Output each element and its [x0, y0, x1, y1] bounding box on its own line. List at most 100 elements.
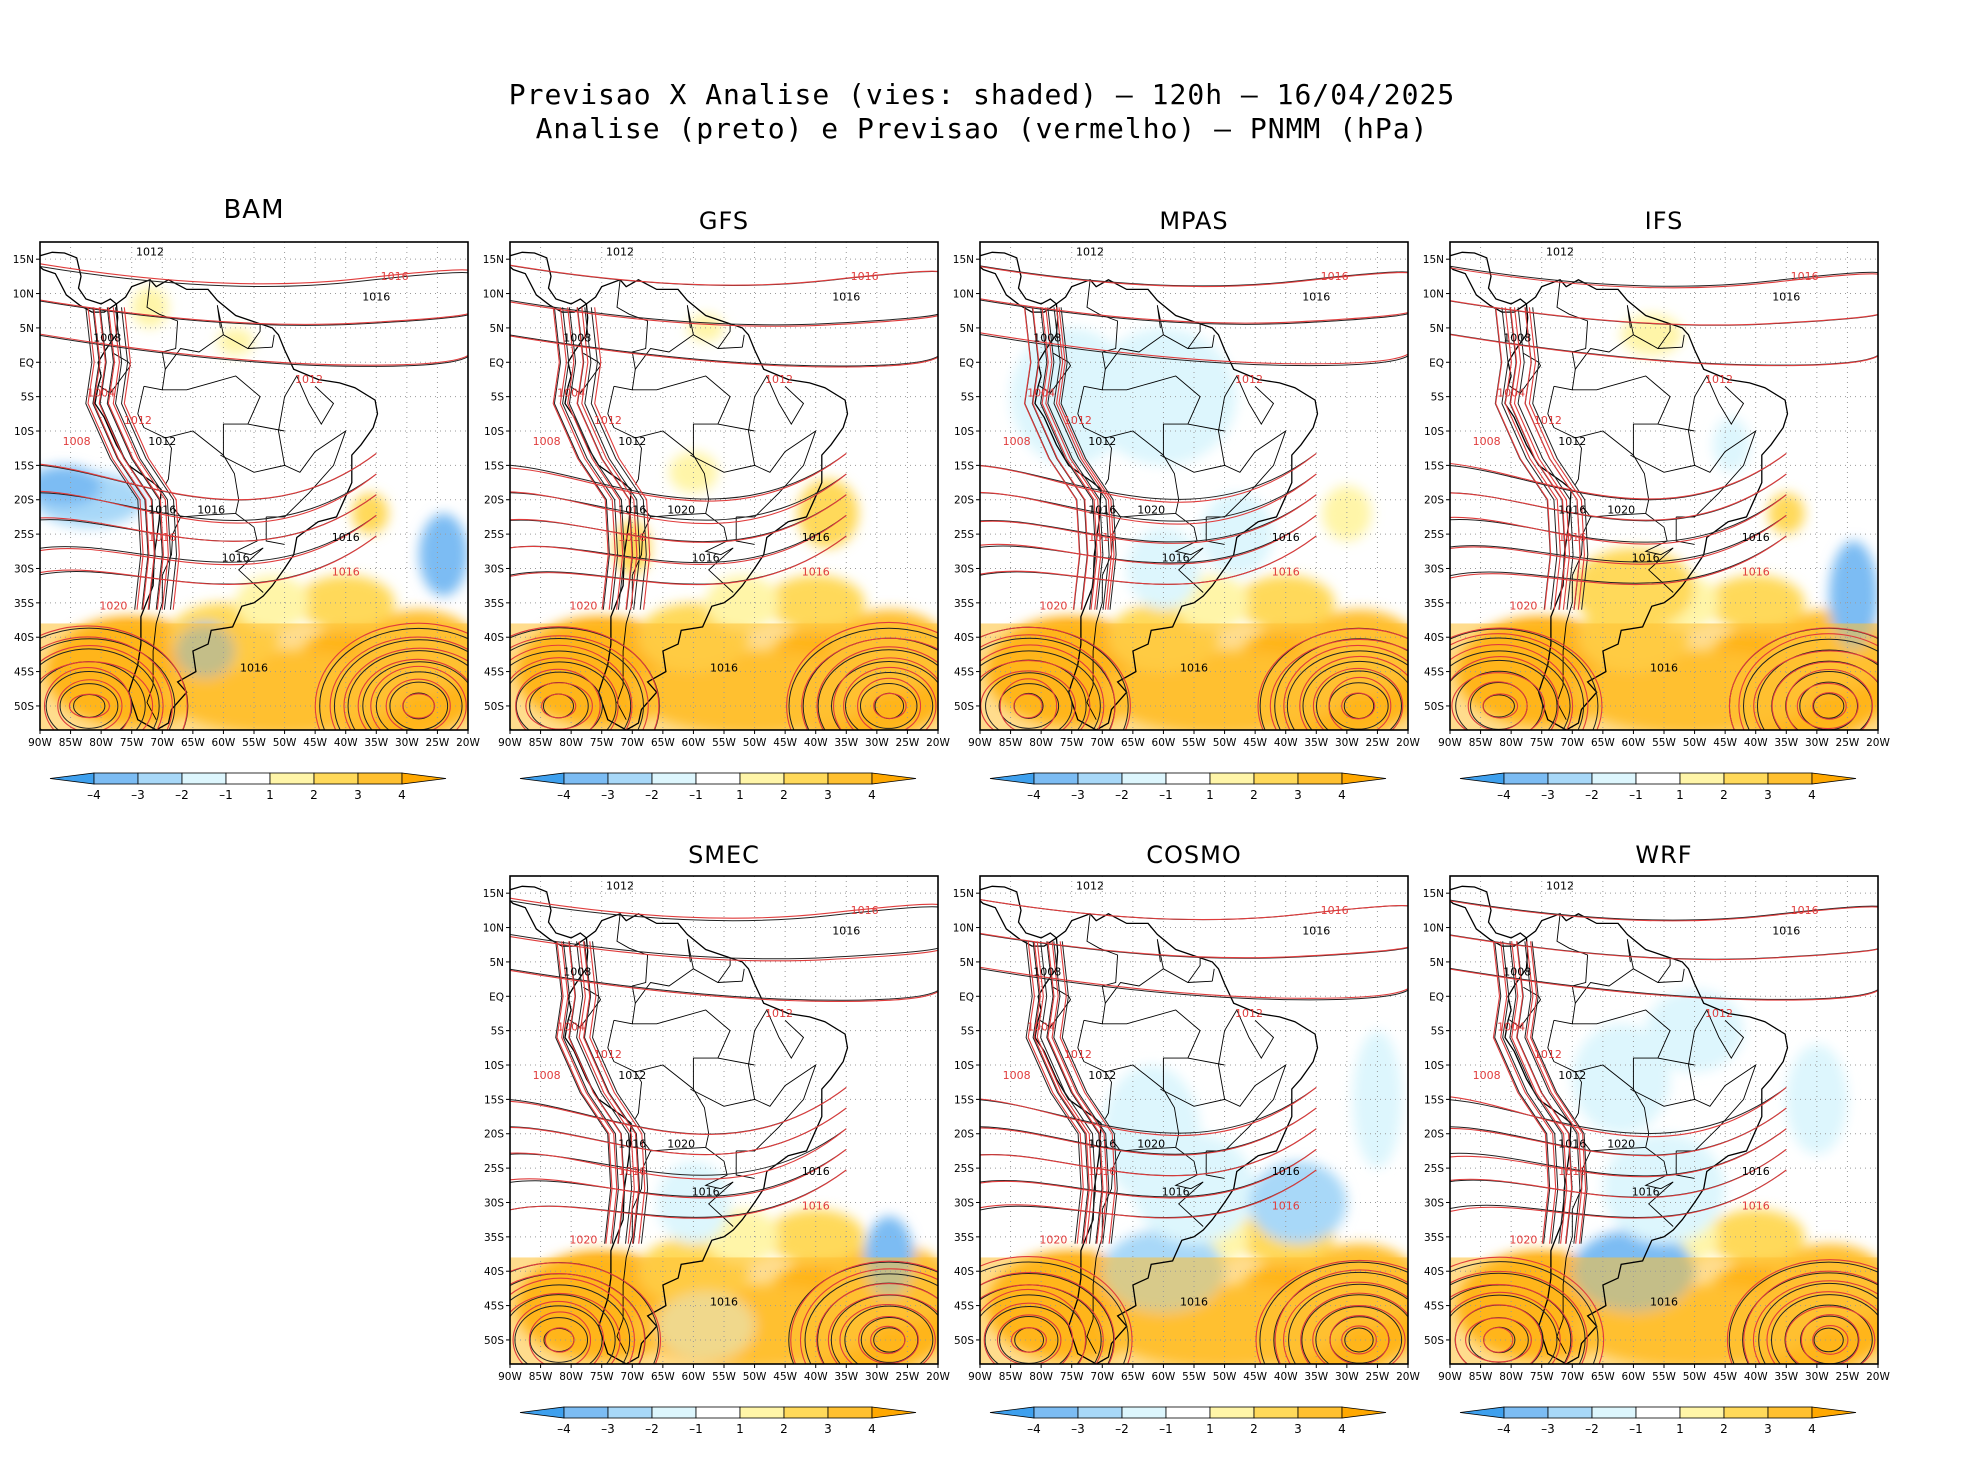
country-border	[143, 334, 273, 391]
country-border	[1086, 1150, 1122, 1354]
longitude-tick-label: 40W	[334, 737, 358, 749]
longitude-tick-label: 25W	[1836, 1371, 1860, 1383]
isobar-label-analysis: 1016	[1558, 503, 1586, 516]
colorbar: –4 –3 –2 –1 1 2 3 4	[1459, 772, 1857, 802]
isobar-label-analysis: 1012	[618, 1069, 646, 1082]
isobar-label-forecast: 1020	[569, 1234, 597, 1247]
colorbar: –4 –3 –2 –1 1 2 3 4	[989, 1406, 1387, 1436]
isobar-label-analysis: 1016	[332, 531, 360, 544]
isobar-label-forecast: 1020	[1039, 1234, 1067, 1247]
isobar-label-forecast: 1004	[1497, 1021, 1525, 1034]
colorbar-tick-label: 3	[824, 1422, 832, 1436]
longitude-tick-label: 90W	[1438, 737, 1462, 749]
isobar-label-forecast: 1016	[381, 270, 409, 283]
longitude-tick-label: 35W	[834, 737, 858, 749]
colorbar-tick-label: 1	[736, 788, 744, 802]
latitude-tick-label: 15N	[1423, 888, 1444, 900]
colorbar-tick-label: 2	[780, 1422, 788, 1436]
country-border	[1681, 334, 1685, 348]
isobar-label-analysis: 1016	[197, 503, 225, 516]
isobar-label-forecast: 1008	[1473, 1069, 1501, 1082]
isobar-label-forecast: 1016	[1088, 1165, 1116, 1178]
latitude-tick-label: 20S	[14, 495, 34, 507]
figure-title-line1: Previsao X Analise (vies: shaded) – 120h…	[508, 78, 1456, 111]
longitude-tick-label: 40W	[804, 1371, 828, 1383]
longitude-tick-label: 80W	[1029, 737, 1053, 749]
isobar-label-forecast: 1016	[332, 565, 360, 578]
colorbar-tick-label: –2	[645, 1422, 659, 1436]
longitude-tick-label: 40W	[1744, 1371, 1768, 1383]
longitude-tick-label: 80W	[559, 1371, 583, 1383]
longitude-tick-label: 20W	[1866, 737, 1890, 749]
colorbar-tick-label: 1	[1206, 1422, 1214, 1436]
country-border	[1509, 986, 1542, 1028]
country-border	[717, 958, 731, 983]
latitude-tick-label: 30S	[1424, 563, 1444, 575]
isobars-forecast	[980, 265, 1408, 730]
isobars-analysis	[980, 265, 1408, 730]
isobar-label-analysis: 1012	[1546, 246, 1574, 259]
longitude-tick-label: 70W	[150, 737, 174, 749]
latitude-tick-label: 5S	[1431, 1026, 1445, 1038]
colorbar-tick-label: –4	[1497, 1422, 1511, 1436]
longitude-tick-label: 55W	[1652, 737, 1676, 749]
isobars-forecast	[1450, 900, 1878, 1364]
country-border	[247, 423, 285, 432]
isobar-label-forecast: 1012	[1064, 1048, 1092, 1061]
latitude-tick-label: 35S	[954, 1232, 974, 1244]
colorbar-tick-label: 4	[868, 788, 876, 802]
bias-shade-area	[1786, 1044, 1848, 1155]
longitude-tick-label: 35W	[1304, 737, 1328, 749]
country-border	[1039, 986, 1072, 1028]
isobar-label-analysis: 1016	[1772, 290, 1800, 303]
latitude-tick-label: 15S	[1424, 460, 1444, 472]
isobar-label-analysis: 1012	[1558, 435, 1586, 448]
latitude-tick-label: 50S	[1424, 701, 1444, 713]
isobar-label-forecast: 1004	[1497, 387, 1525, 400]
longitude-tick-label: 90W	[28, 737, 52, 749]
country-border	[1086, 516, 1122, 720]
country-border	[1553, 968, 1683, 1025]
latitude-tick-label: EQ	[1429, 357, 1444, 369]
isobar-label-analysis: 1016	[1558, 1137, 1586, 1150]
isobar-label-analysis: 1016	[1650, 1296, 1678, 1309]
longitude-tick-label: 45W	[1243, 1371, 1267, 1383]
map-plot: 1012 1016 1008 1012 1016 1016 1016 1016 1016 1016…	[13, 241, 480, 802]
longitude-tick-label: 50W	[743, 1371, 767, 1383]
isobar-label-forecast: 1016	[851, 270, 879, 283]
longitude-tick-label: 75W	[590, 1371, 614, 1383]
latitude-tick-label: 25S	[14, 529, 34, 541]
longitude-tick-label: 65W	[651, 737, 675, 749]
isobar-label-analysis: 1008	[1503, 966, 1531, 979]
latitude-tick-label: 15N	[13, 254, 34, 266]
colorbar-tick-label: 3	[824, 788, 832, 802]
country-border	[616, 1150, 652, 1354]
coastline-central-america	[40, 251, 118, 313]
longitude-tick-label: 70W	[1090, 1371, 1114, 1383]
country-border	[265, 516, 285, 545]
isobar-label-forecast: 1008	[1473, 435, 1501, 448]
isobar-label-analysis: 1016	[222, 552, 250, 565]
colorbar-tick-label: 1	[1676, 788, 1684, 802]
map-plot: 1012 1016 1008 1012 1016 1016 1016 1016 1020 1016…	[483, 875, 950, 1436]
colorbar-tick-label: –2	[1585, 1422, 1599, 1436]
isobar-label-forecast: 1004	[557, 1021, 585, 1034]
coastline-central-america	[980, 251, 1058, 313]
isobar-label-analysis: 1012	[136, 246, 164, 259]
figure-title-line2: Analise (preto) e Previsao (vermelho) – …	[535, 112, 1429, 145]
colorbar: –4 –3 –2 –1 1 2 3 4	[49, 772, 447, 802]
country-border	[1187, 423, 1225, 432]
longitude-tick-label: 40W	[1274, 1371, 1298, 1383]
panel-title: GFS	[698, 207, 750, 235]
isobar-label-analysis: 1016	[710, 1296, 738, 1309]
panel-title: WRF	[1635, 841, 1693, 869]
longitude-tick-label: 70W	[1560, 1371, 1584, 1383]
isobar-label-forecast: 1020	[99, 600, 127, 613]
bias-shade-area	[419, 513, 468, 596]
longitude-tick-label: 35W	[1774, 1371, 1798, 1383]
longitude-tick-label: 35W	[1304, 1371, 1328, 1383]
latitude-tick-label: 15S	[954, 460, 974, 472]
longitude-tick-label: 90W	[968, 1371, 992, 1383]
isobar-label-analysis: 1008	[1033, 332, 1061, 345]
longitude-tick-label: 40W	[1274, 737, 1298, 749]
